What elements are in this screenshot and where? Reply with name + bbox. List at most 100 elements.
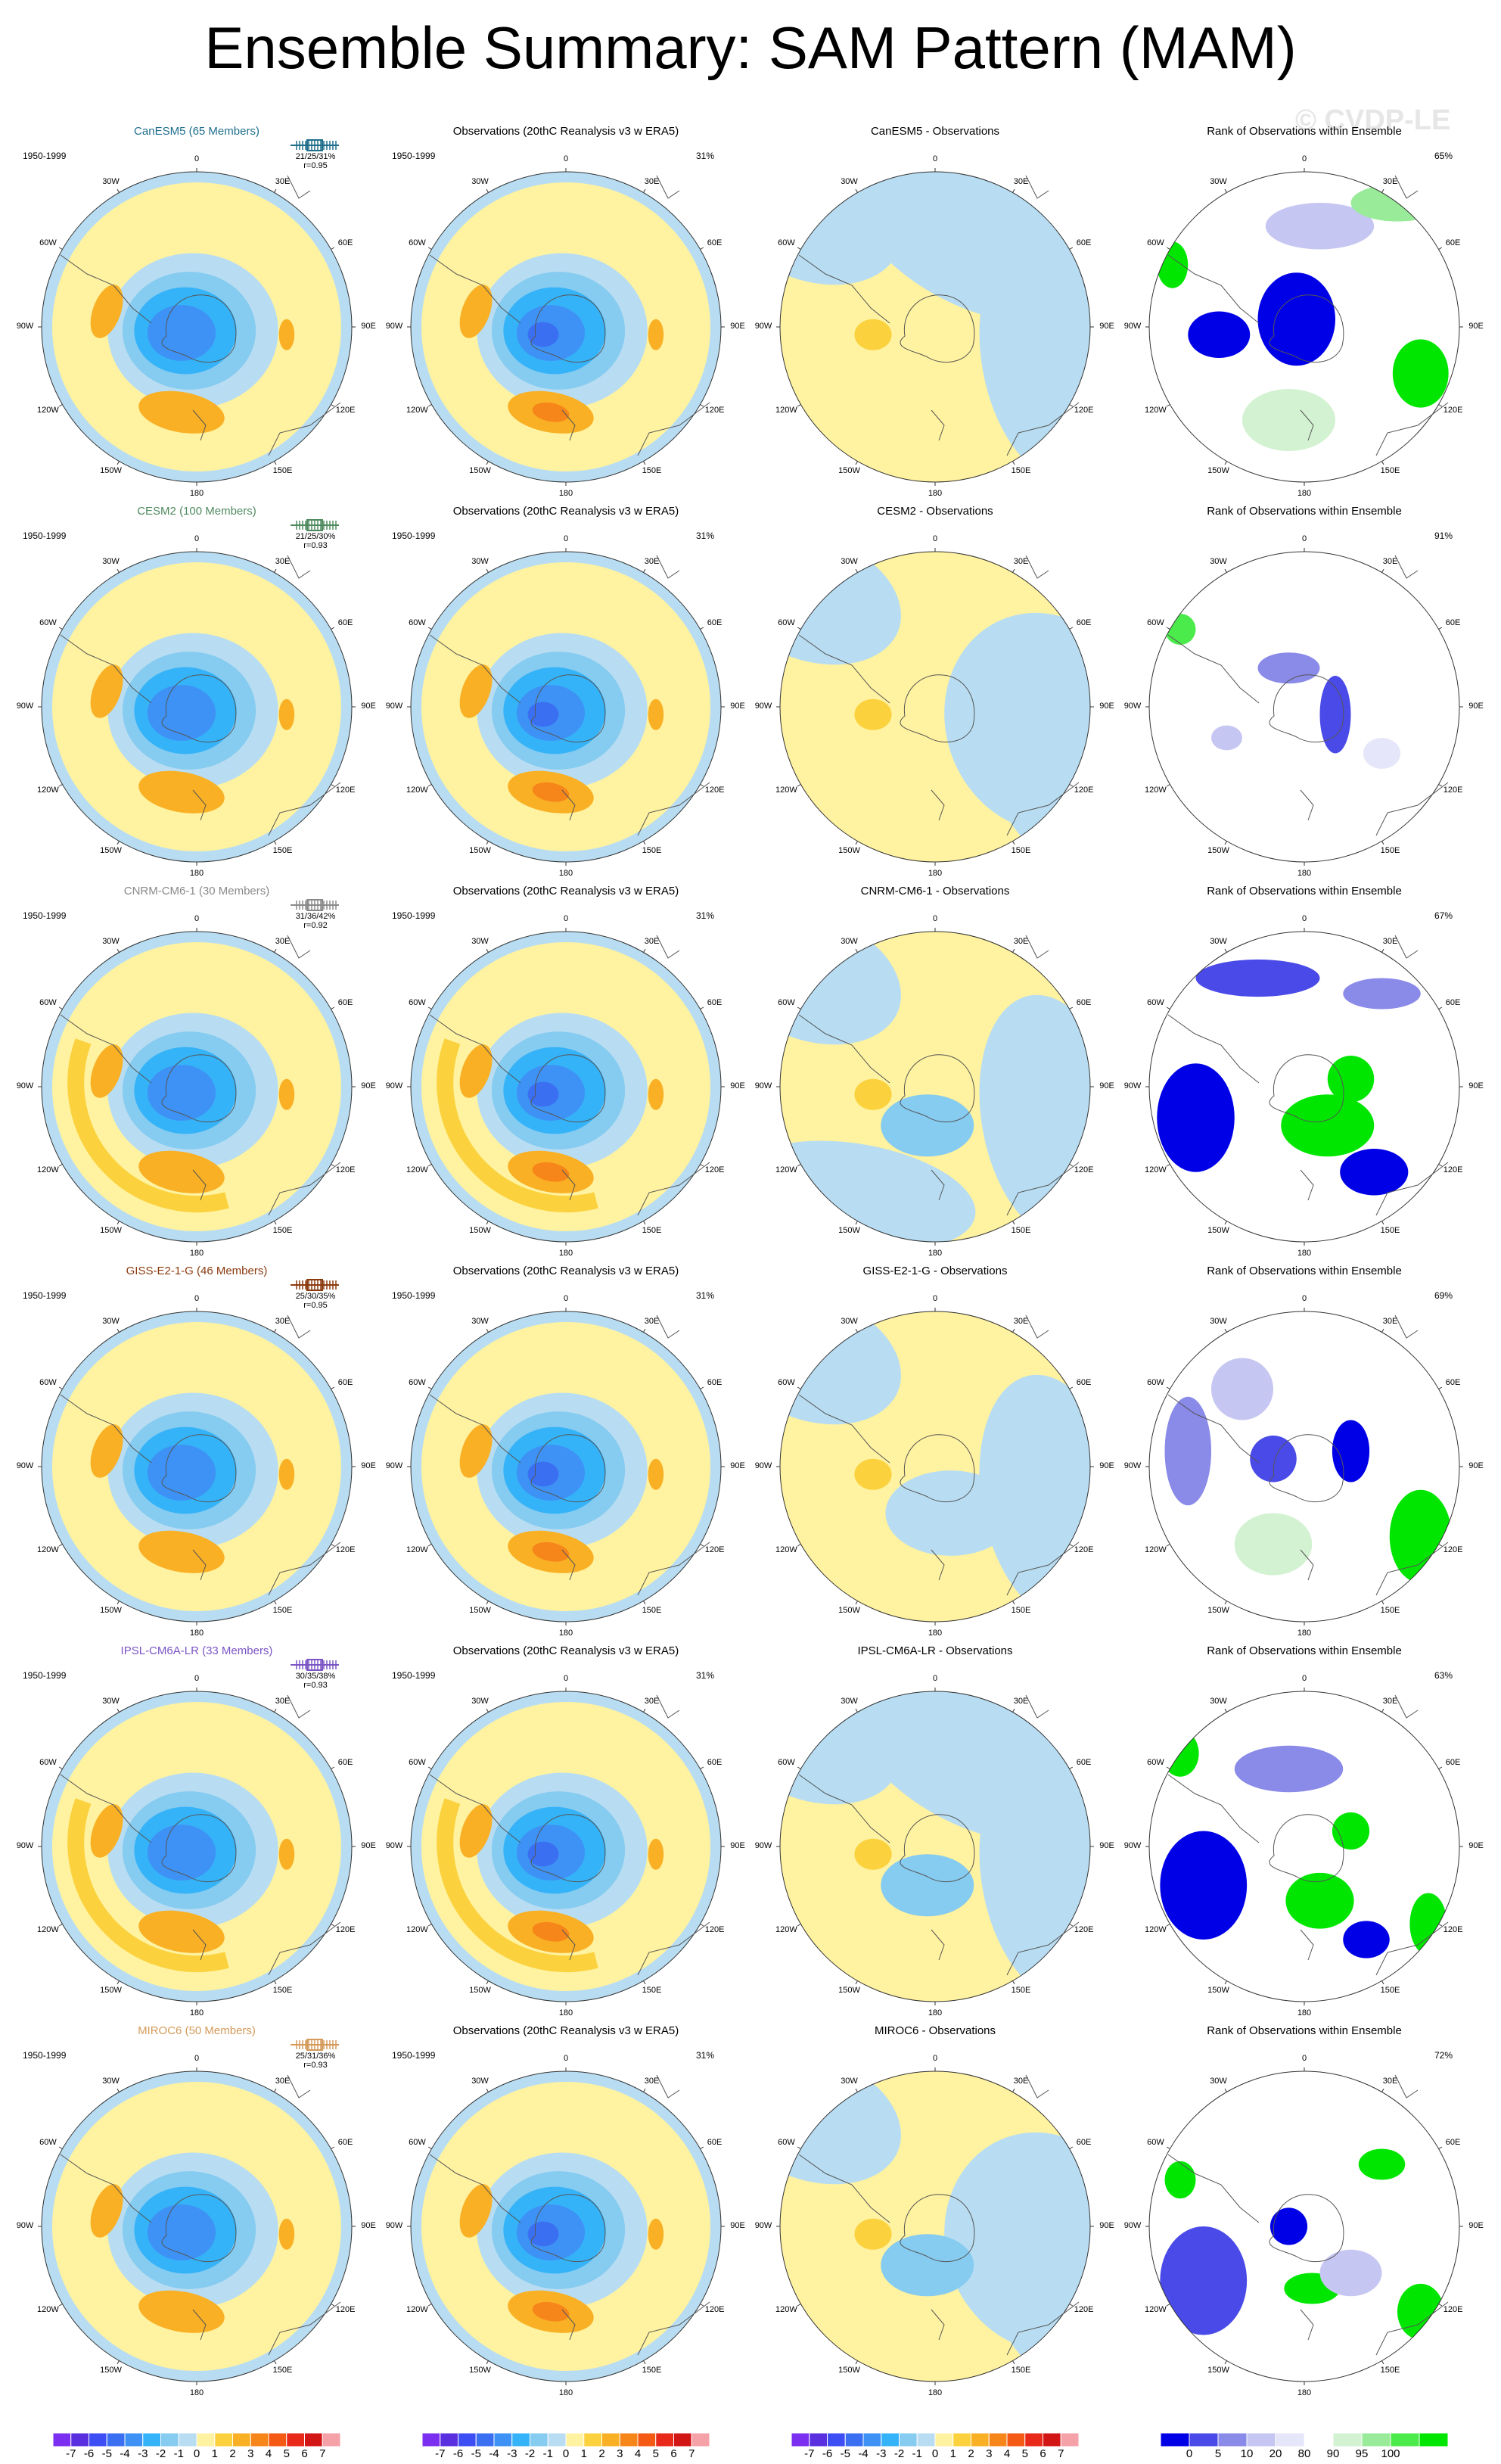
lon-label: 60W — [1147, 997, 1164, 1007]
lon-label: 120W — [406, 405, 428, 415]
period-label: 1950-1999 — [23, 1290, 67, 1301]
colorbar-tick-label: 4 — [1003, 2447, 1011, 2460]
lon-label: 180 — [189, 2388, 204, 2397]
lon-label: 60W — [39, 1757, 57, 1767]
lon-label: 180 — [928, 869, 943, 878]
lon-label: 60W — [409, 618, 426, 627]
lon-label: 30E — [1013, 1696, 1029, 1706]
lon-label: 30W — [102, 1316, 120, 1326]
period-label: 1950-1999 — [392, 530, 436, 541]
lon-label: 150E — [272, 466, 293, 476]
lon-label: 150E — [642, 2366, 662, 2375]
lon-label: 150W — [100, 466, 122, 476]
lon-label: 150E — [272, 846, 293, 856]
panel-title: CESM2 (100 Members) — [137, 505, 256, 518]
lon-label: 30W — [841, 1316, 858, 1326]
colorbar-swatch — [601, 2432, 620, 2447]
lon-label: 30W — [102, 176, 120, 186]
lon-label: 60W — [778, 1757, 795, 1767]
lon-label: 30W — [102, 1696, 120, 1706]
lon-label: 150W — [838, 2366, 860, 2375]
lon-label: 150E — [1380, 846, 1400, 856]
lon-label: 120E — [1074, 1545, 1094, 1554]
lon-label: 60W — [778, 2137, 795, 2147]
lon-label: 30W — [1210, 936, 1227, 946]
lon-label: 150W — [469, 1986, 491, 1996]
lon-label: 60W — [409, 1377, 426, 1387]
lon-label: 0 — [194, 2054, 200, 2063]
lon-label: 150W — [838, 846, 860, 856]
ensemble-spread-glyph — [291, 899, 339, 911]
lon-label: 30E — [1382, 1696, 1398, 1706]
colorbar-swatch — [971, 2432, 990, 2447]
rank-pct: 91% — [1434, 530, 1453, 541]
lon-label: 150E — [272, 2366, 293, 2375]
ensemble-spread-glyph — [291, 519, 339, 531]
lon-label: 120W — [37, 785, 59, 795]
colorbar-col4-swatches — [1160, 2432, 1449, 2447]
panel-title: Rank of Observations within Ensemble — [1207, 1644, 1402, 1657]
lon-label: 180 — [189, 489, 204, 498]
ensemble-stats: 25/30/35% — [295, 1292, 336, 1301]
lon-label: 90W — [16, 322, 34, 331]
lon-label: 30W — [1210, 1316, 1227, 1326]
watermark: © CVDP-LE — [1295, 104, 1451, 136]
colorbar-tick-label: 2 — [598, 2447, 605, 2460]
lon-label: 90W — [1123, 702, 1142, 711]
lon-label: 150W — [1207, 846, 1229, 856]
colorbar-swatch — [547, 2432, 567, 2447]
colorbar-tick-label: 3 — [247, 2447, 254, 2460]
lon-label: 0 — [563, 534, 569, 543]
lon-label: 90W — [754, 702, 772, 711]
polar-map — [1145, 1308, 1463, 1626]
lon-label: 150E — [1380, 1606, 1400, 1616]
lon-label: 90W — [16, 702, 34, 711]
colorbar-tick-label: 0 — [193, 2447, 200, 2460]
polar-map — [776, 1688, 1094, 2005]
colorbar-col3-swatches — [791, 2432, 1080, 2447]
colorbar-swatch — [1060, 2432, 1080, 2447]
lon-label: 90W — [385, 1461, 403, 1470]
lon-label: 120E — [704, 1545, 725, 1554]
ensemble-stats: 21/25/31% — [295, 152, 336, 161]
lon-label: 180 — [1297, 869, 1312, 878]
lon-label: 150W — [469, 846, 491, 856]
panel-title: IPSL-CM6A-LR - Observations — [857, 1644, 1013, 1657]
colorbar-col2 — [421, 2432, 710, 2452]
lon-label: 60W — [409, 997, 426, 1007]
colorbar-swatch — [124, 2432, 144, 2447]
lon-label: 60W — [39, 2137, 57, 2147]
lon-label: 90E — [730, 1461, 745, 1470]
colorbar-swatch — [673, 2432, 692, 2447]
colorbar-swatch — [178, 2432, 197, 2447]
colorbar-swatch — [1217, 2432, 1248, 2447]
colorbar-tick-label: 0 — [1186, 2447, 1193, 2460]
lon-label: 120W — [775, 1545, 797, 1554]
colorbar-tick-label: 6 — [670, 2447, 677, 2460]
period-label: 1950-1999 — [23, 530, 67, 541]
lon-label: 30W — [1210, 176, 1227, 186]
panel-title: GISS-E2-1-G (46 Members) — [126, 1265, 268, 1277]
lon-label: 90W — [385, 2221, 403, 2230]
colorbar-swatch — [691, 2432, 710, 2447]
lon-label: 180 — [928, 2008, 943, 2018]
lon-label: 90W — [754, 1081, 772, 1090]
panel-r1-c4: Rank of Observations within Ensemble 0 30E… — [1123, 125, 1486, 503]
panel-title: Observations (20thC Reanalysis v3 w ERA5… — [452, 885, 679, 898]
colorbar-swatch — [250, 2432, 269, 2447]
colorbar-tick-label: 7 — [1058, 2447, 1064, 2460]
lon-label: 120E — [1074, 1165, 1094, 1174]
colorbar-col4-ticks: 0 5 10 20 80 90 95 100 — [1161, 2447, 1448, 2464]
lon-label: 120W — [37, 1924, 59, 1934]
lon-label: 150E — [272, 1606, 293, 1616]
lon-label: 120E — [1074, 1924, 1094, 1934]
lon-label: 30W — [841, 176, 858, 186]
panel-title: MIROC6 - Observations — [874, 2024, 996, 2037]
colorbar-tick-label: 5 — [1214, 2447, 1222, 2460]
lon-label: 60E — [1445, 1757, 1461, 1767]
lon-label: 60E — [1076, 1377, 1092, 1387]
panel-r4-c2: Observations (20thC Reanalysis v3 w ERA5… — [384, 1265, 747, 1643]
lon-label: 0 — [932, 154, 938, 163]
lon-label: 60E — [707, 2137, 723, 2147]
period-label: 1950-1999 — [392, 151, 436, 161]
